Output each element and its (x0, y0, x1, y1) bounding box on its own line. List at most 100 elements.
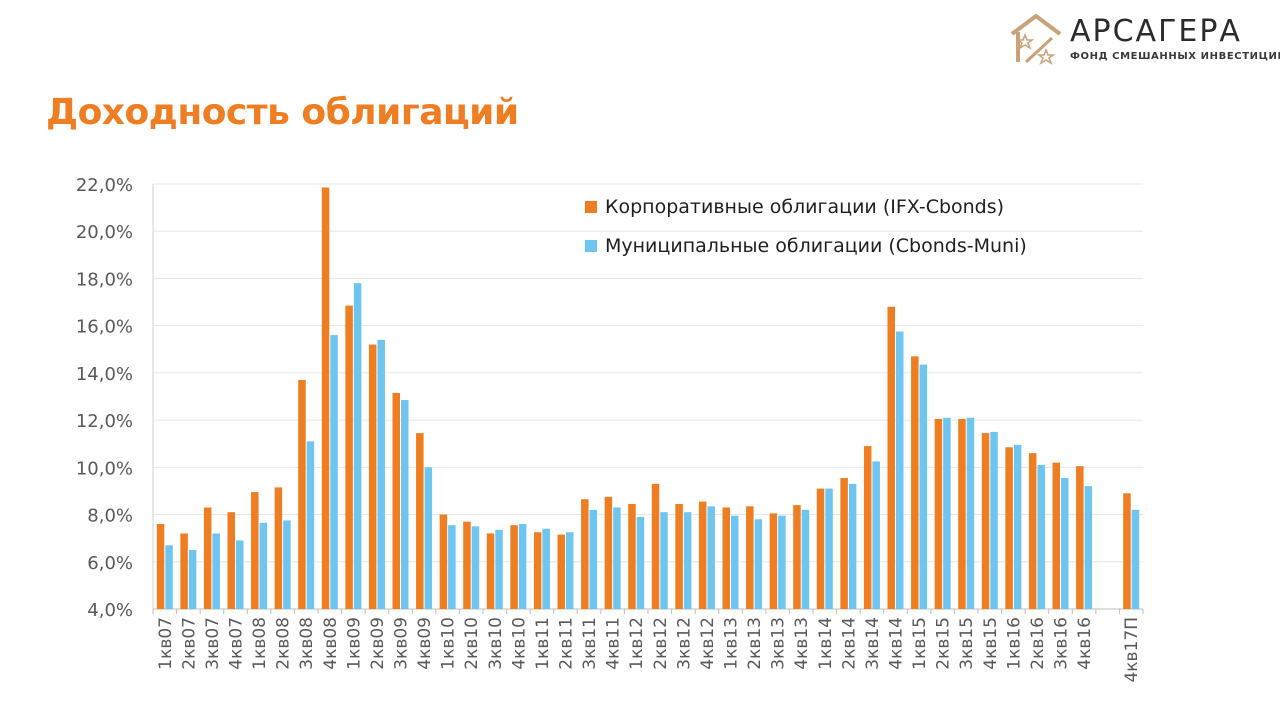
bar-corporate (368, 344, 377, 609)
x-tick-label: 4кв15 (981, 617, 1001, 670)
bar-corporate (911, 356, 919, 609)
bar-municipal (353, 283, 362, 609)
x-tick-label: 4кв12 (698, 617, 718, 670)
x-tick-label: 1кв15 (910, 617, 930, 670)
bar-municipal (330, 335, 338, 609)
x-tick-label: 4кв10 (509, 617, 529, 670)
x-tick-label: 3кв10 (486, 617, 506, 670)
x-tick-label: 2кв09 (368, 617, 388, 670)
page-title: Доходность облигаций (46, 92, 519, 133)
house-stars-icon (1010, 14, 1062, 65)
x-tick-label: 4кв11 (604, 617, 624, 670)
bar-corporate (203, 507, 212, 609)
bar-municipal (1037, 464, 1045, 609)
bar-municipal (754, 519, 763, 609)
bar-corporate (651, 483, 660, 609)
x-tick-label: 2кв15 (934, 617, 954, 670)
x-tick-label: 3кв16 (1052, 617, 1072, 670)
legend-swatch-municipal (585, 240, 597, 252)
bar-corporate (816, 488, 825, 609)
chart-legend: Корпоративные облигации (IFX-Cbonds) Мун… (585, 196, 1027, 274)
x-tick-label: 2кв13 (745, 617, 765, 670)
y-tick-label: 8,0% (87, 506, 133, 527)
bar-municipal (707, 506, 715, 609)
bar-municipal (966, 417, 975, 609)
x-tick-label: 1кв12 (627, 617, 647, 670)
bar-municipal (306, 441, 315, 609)
bar-municipal (825, 488, 833, 609)
legend-label-municipal: Муниципальные облигации (Cbonds-Muni) (605, 235, 1027, 257)
x-tick-label: 2кв14 (839, 617, 859, 670)
bar-corporate (581, 499, 589, 609)
bar-corporate (1028, 453, 1037, 609)
x-tick-label: 2кв11 (557, 617, 577, 670)
bar-municipal (1013, 444, 1022, 609)
bar-corporate (1052, 462, 1060, 609)
bar-corporate (416, 433, 424, 609)
bar-municipal (848, 483, 857, 609)
bar-municipal (896, 331, 904, 609)
bar-municipal (424, 467, 433, 609)
y-tick-label: 12,0% (76, 411, 133, 432)
bar-corporate (298, 379, 306, 609)
bar-corporate (1123, 493, 1131, 609)
bar-municipal (1131, 509, 1140, 609)
x-tick-label: 3кв07 (203, 617, 223, 670)
bar-corporate (698, 501, 707, 609)
bar-municipal (188, 549, 197, 609)
bar-municipal (566, 532, 574, 609)
bar-municipal (401, 400, 409, 609)
bar-municipal (778, 515, 786, 609)
bar-corporate (840, 477, 848, 609)
bar-municipal (448, 525, 456, 609)
bar-municipal (990, 431, 998, 609)
x-tick-label: 4кв14 (887, 617, 907, 670)
bar-municipal (542, 528, 550, 609)
y-tick-label: 18,0% (76, 269, 133, 290)
bar-corporate (1076, 466, 1084, 609)
x-tick-label: 3кв08 (297, 617, 317, 670)
bar-municipal (1061, 477, 1069, 609)
bar-corporate (887, 306, 895, 609)
x-tick-label: 2кв12 (651, 617, 671, 670)
bar-corporate (628, 503, 636, 609)
bar-municipal (683, 512, 692, 609)
bar-corporate (1005, 447, 1013, 609)
bar-municipal (236, 540, 244, 609)
bar-municipal (636, 516, 645, 609)
bar-corporate (274, 487, 283, 609)
y-tick-label: 16,0% (76, 317, 133, 338)
x-tick-label: 1кв09 (344, 617, 364, 670)
x-tick-label: 1кв14 (816, 617, 836, 670)
x-tick-label: 2кв10 (462, 617, 482, 670)
bar-municipal (660, 512, 668, 609)
bar-municipal (1084, 486, 1093, 609)
bar-municipal (518, 524, 527, 609)
bar-corporate (345, 305, 353, 609)
x-tick-label: 3кв11 (580, 617, 600, 670)
x-tick-label: 3кв14 (863, 617, 883, 670)
bar-corporate (958, 418, 966, 609)
bar-corporate (675, 503, 683, 609)
y-tick-label: 14,0% (76, 364, 133, 385)
bar-corporate (934, 418, 943, 609)
bar-municipal (377, 339, 385, 609)
bar-corporate (463, 521, 471, 609)
bar-corporate (793, 505, 801, 609)
bar-corporate (557, 534, 565, 609)
bar-corporate (180, 533, 188, 609)
x-tick-label: 4кв17П (1122, 617, 1142, 683)
x-tick-label: 4кв16 (1075, 617, 1095, 670)
bar-corporate (486, 533, 495, 609)
x-tick-label: 4кв09 (415, 617, 435, 670)
y-tick-label: 22,0% (76, 175, 133, 196)
legend-label-corporate: Корпоративные облигации (IFX-Cbonds) (605, 196, 1005, 218)
bar-municipal (943, 417, 951, 609)
x-tick-label: 3кв09 (392, 617, 412, 670)
bar-municipal (613, 507, 621, 609)
x-tick-label: 4кв07 (227, 617, 247, 670)
bar-corporate (863, 446, 872, 609)
bar-municipal (471, 526, 480, 609)
legend-item-corporate: Корпоративные облигации (IFX-Cbonds) (585, 196, 1027, 235)
